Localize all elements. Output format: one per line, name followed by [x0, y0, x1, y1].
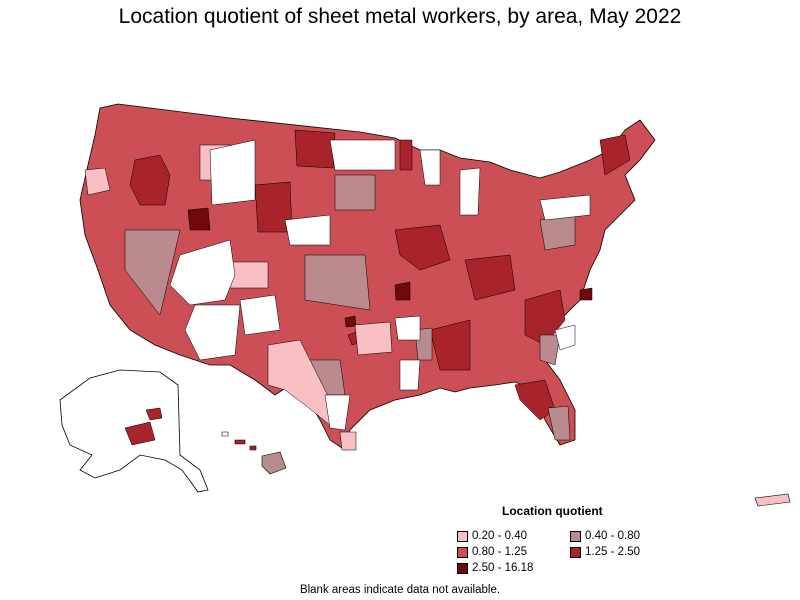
legend-item-1: 0.40 - 0.80 [570, 530, 640, 542]
legend-swatch-3 [570, 546, 581, 558]
lq-high-regions [127, 129, 631, 443]
legend-item-3: 1.25 - 2.50 [570, 546, 640, 558]
legend-swatch-0 [457, 530, 468, 542]
lq-low-regions [124, 174, 576, 441]
legend-swatch-2 [457, 546, 468, 558]
legend-label-4: 2.50 - 16.18 [472, 562, 534, 574]
legend-swatch-1 [570, 530, 581, 542]
alaska-anchorage-area [124, 421, 156, 446]
legend-label-1: 0.40 - 0.80 [585, 530, 640, 542]
alaska-fairbanks-area [145, 407, 163, 421]
legend-item-4: 2.50 - 16.18 [457, 562, 533, 574]
legend-label-3: 1.25 - 2.50 [585, 546, 640, 558]
puerto-rico-shape [754, 493, 791, 507]
footnote: Blank areas indicate data not available. [299, 584, 501, 596]
legend-item-2: 0.80 - 1.25 [457, 546, 527, 558]
legend-label-2: 0.80 - 1.25 [472, 546, 527, 558]
legend-item-0: 0.20 - 0.40 [457, 530, 527, 542]
hawaii-shapes [221, 431, 287, 475]
legend-swatch-4 [457, 562, 468, 574]
legend-label-0: 0.20 - 0.40 [472, 530, 527, 542]
no-data-regions [169, 139, 591, 431]
legend-title: Location quotient [502, 504, 603, 518]
lq-highest-regions [187, 207, 593, 328]
map-title: Location quotient of sheet metal workers… [118, 5, 682, 28]
